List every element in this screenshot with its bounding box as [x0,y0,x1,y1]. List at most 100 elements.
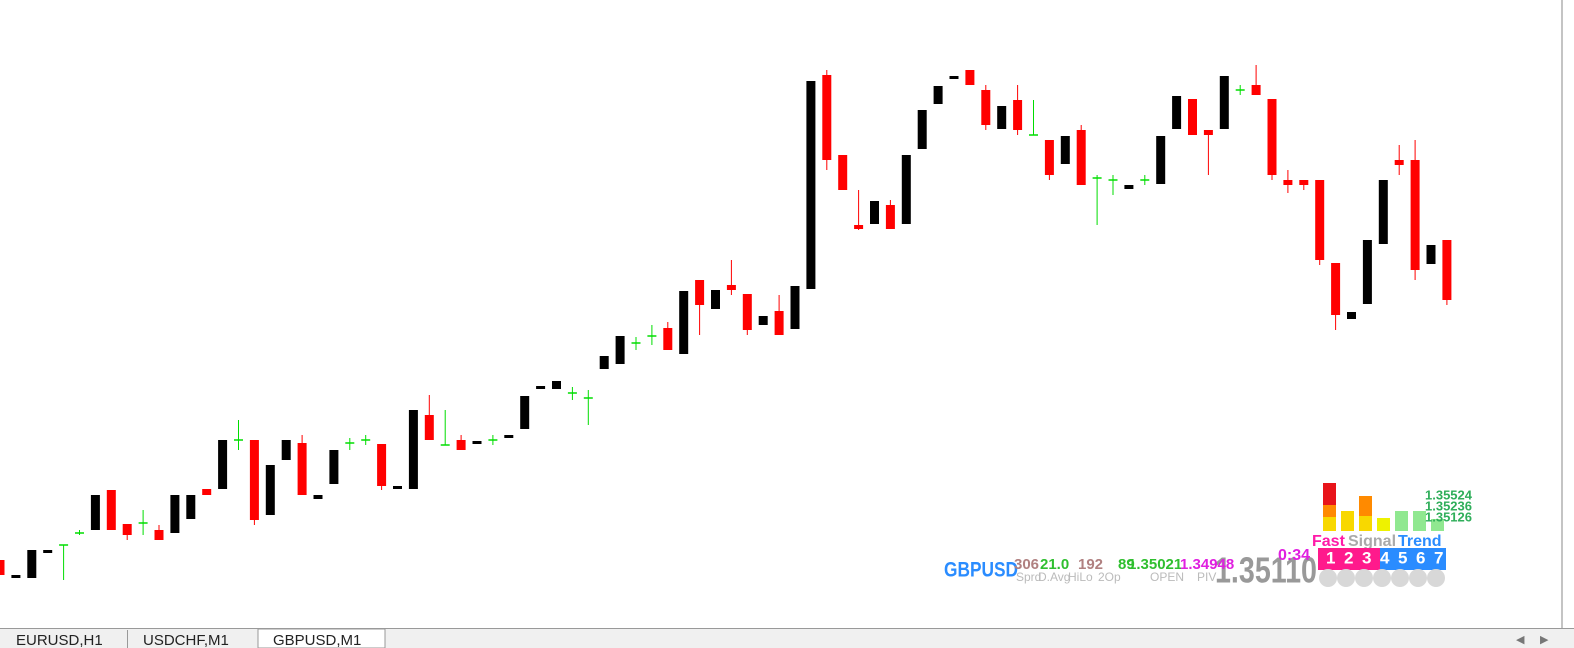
header: Fast [1312,533,1346,550]
candle-body [949,76,959,79]
slot-label: 4 [1380,548,1390,567]
candle-body [933,86,943,104]
candle-body [1442,240,1452,300]
candle-body [1410,160,1420,270]
meter-bar [1413,511,1426,531]
stat-label: PIV [1197,570,1216,584]
stat-label: D.Avg [1038,570,1070,584]
stat-label: OPEN [1150,570,1184,584]
candle-body [1394,160,1404,165]
candle-body [1426,245,1436,264]
level: 1.35524 [1425,487,1473,502]
candle-body [536,386,546,389]
slot-dot [1427,569,1445,587]
meter-bar [1431,519,1444,531]
candle-body [202,489,212,495]
candle-body [90,495,100,530]
candle-body [758,316,768,325]
candle-body [456,440,466,450]
candles [0,65,1452,580]
meter-bar [1359,516,1372,531]
slot-label: 5 [1398,548,1407,567]
candle-body [186,495,196,519]
slot-dot [1373,569,1391,587]
stat-value: 306 [1014,556,1039,573]
candle-body [981,90,991,125]
candle-body [997,106,1007,129]
candle-body [472,441,482,444]
candle-body [1347,312,1356,319]
candle-body [806,81,816,289]
candle-body [1219,76,1229,129]
header: Trend [1398,533,1442,550]
slot-box [1380,548,1446,570]
candle-body [774,311,784,335]
scroll-left[interactable]: ◀ [1516,634,1525,646]
stat-label: Sprd [1016,570,1041,584]
meter-bar [1323,517,1336,531]
candle-body [838,155,848,190]
tab[interactable]: EURUSD,H1 [16,632,103,648]
meter-bar [1395,511,1408,531]
slot-box [1318,548,1380,570]
candle-body [218,440,228,489]
candle-body [854,225,864,229]
candle-body [965,70,975,85]
slot-label: 6 [1416,548,1425,567]
tabs: EURUSD,H1 USDCHF,M1 GBPUSD,M1 [16,632,361,648]
level: 1.35126 [1425,509,1472,524]
candle-body [1267,99,1277,175]
candle-body [552,381,561,389]
candle-body [297,443,307,495]
candle-body [1188,99,1197,135]
candle-body [1156,136,1166,184]
scroll-right[interactable]: ▶ [1540,634,1549,646]
slot-label: 2 [1344,548,1353,567]
candle-body [313,495,323,499]
timer: 0:34 [1278,547,1310,564]
candle-body [1076,130,1086,185]
candle-body [1124,185,1134,189]
stat-label: HiLo [1068,570,1093,584]
info-panel: 1.35524 1.35236 1.35126 Fast Signal Tren… [944,483,1473,591]
meter-bar [1341,511,1354,531]
candle-body [408,410,418,489]
candle-body [1283,180,1293,185]
candle-body [1060,136,1070,164]
slot-dot [1391,569,1409,587]
candle-body [1172,96,1182,129]
candle-body [1251,85,1261,95]
stat-value: 1.34948 [1180,556,1234,573]
candle-body [393,486,402,489]
candle-body [1203,130,1213,135]
candle-body [520,396,530,429]
candle-body [11,575,21,578]
candle-body [1378,180,1388,244]
stat-value: 21.0 [1040,556,1069,573]
header: Signal [1348,533,1396,550]
tab[interactable]: USDCHF,M1 [143,632,229,648]
candle-body [329,450,339,484]
symbol: GBPUSD [944,559,1018,582]
slot-dot [1319,569,1337,587]
tab-bar [0,628,1574,648]
slot-dot [1337,569,1355,587]
candle-body [885,205,895,229]
candle-body [154,530,164,540]
candle-body [726,285,736,290]
candle-body [377,444,387,486]
candle-body [711,290,720,309]
candle-body [1331,263,1341,315]
candle-body [122,524,132,535]
slot-dot [1355,569,1373,587]
candle-body [1013,100,1023,130]
candle-body [917,110,927,149]
candle-body [1315,180,1325,260]
meter-bar [1323,505,1336,517]
tab[interactable]: GBPUSD,M1 [273,632,361,648]
candle-body [695,280,705,305]
